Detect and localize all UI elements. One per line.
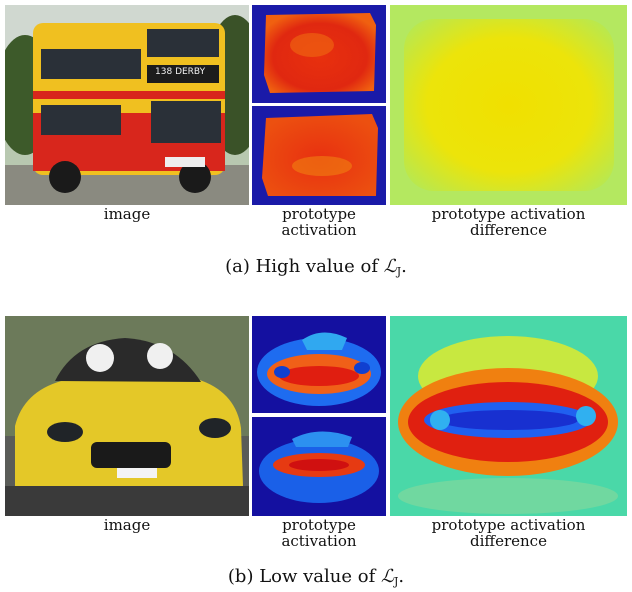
caption-a: (a) High value of ℒJ. — [225, 256, 407, 278]
image-label-b: image — [103, 516, 151, 534]
prototype-activation-top-b — [252, 316, 386, 413]
difference-label-a: prototype activation difference — [431, 205, 586, 239]
prototype-activation-bottom-a — [252, 106, 386, 205]
prototype-activation-bottom-b — [252, 417, 386, 516]
car-image — [5, 316, 249, 516]
prototype-activation-difference-a — [390, 5, 627, 205]
caption-b: (b) Low value of ℒJ. — [227, 566, 405, 588]
prototype-activation-label-b: prototype activation — [281, 516, 357, 550]
bus-route-number: 138 — [155, 67, 173, 77]
prototype-activation-top-a — [252, 5, 386, 103]
bus-image: 138 DERBY — [5, 5, 249, 205]
prototype-activation-difference-b — [390, 316, 627, 516]
bus-sign: 138 DERBY — [155, 67, 205, 77]
prototype-activation-label-a: prototype activation — [281, 205, 357, 239]
image-label-a: image — [103, 205, 151, 223]
difference-label-b: prototype activation difference — [431, 516, 586, 550]
bus-destination: DERBY — [175, 67, 206, 77]
